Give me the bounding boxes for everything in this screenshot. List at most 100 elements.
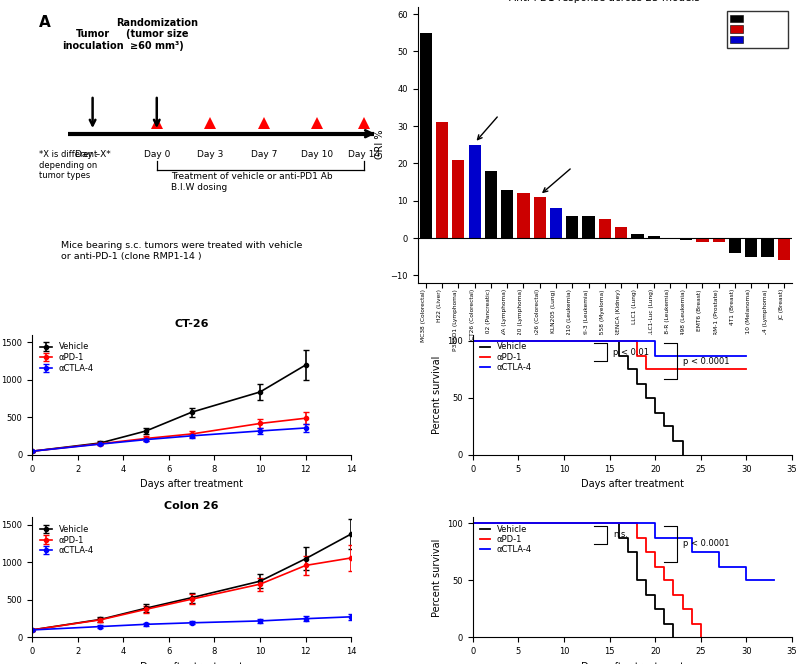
Line: αCTLA-4: αCTLA-4: [473, 523, 774, 580]
αCTLA-4: [650, 351, 660, 359]
αCTLA-4: [742, 351, 751, 359]
Legend: Vehicle, αPD-1, αCTLA-4: Vehicle, αPD-1, αCTLA-4: [36, 521, 97, 558]
Line: αCTLA-4: αCTLA-4: [473, 341, 746, 355]
Y-axis label: Percent survival: Percent survival: [432, 356, 442, 434]
αPD-1: [696, 633, 706, 641]
Vehicle: [642, 394, 651, 402]
Legend: Vehicle, αPD-1, αCTLA-4: Vehicle, αPD-1, αCTLA-4: [477, 521, 535, 558]
Text: Day –X*: Day –X*: [74, 150, 110, 159]
αCTLA-4: [733, 562, 742, 570]
Text: *X is different
depending on
tumor types: *X is different depending on tumor types: [39, 150, 98, 180]
Text: Mice bearing s.c. tumors were treated with vehicle
or anti-PD-1 (clone RMP1-14 ): Mice bearing s.c. tumors were treated wi…: [61, 241, 302, 261]
αPD-1: [468, 519, 478, 527]
Text: p < 0.0001: p < 0.0001: [683, 539, 730, 548]
αCTLA-4: [468, 519, 478, 527]
X-axis label: Days after treatment: Days after treatment: [140, 479, 243, 489]
Vehicle: [642, 591, 651, 599]
Vehicle: [623, 365, 633, 373]
Vehicle: [659, 422, 669, 430]
αPD-1: [623, 519, 633, 527]
Bar: [534, 197, 546, 238]
Line: αPD-1: αPD-1: [473, 341, 746, 369]
αCTLA-4: [468, 337, 478, 345]
Line: αPD-1: αPD-1: [473, 523, 701, 637]
Vehicle: [632, 576, 642, 584]
Vehicle: [605, 337, 614, 345]
Bar: [420, 33, 432, 238]
Bar: [485, 171, 497, 238]
Vehicle: [650, 605, 660, 613]
αPD-1: [632, 351, 642, 359]
Vehicle: [669, 633, 678, 641]
Bar: [631, 234, 643, 238]
Text: B: B: [388, 0, 399, 1]
X-axis label: Days after treatment: Days after treatment: [140, 662, 243, 664]
Bar: [762, 238, 774, 257]
αCTLA-4: [769, 576, 778, 584]
Vehicle: [678, 451, 687, 459]
αPD-1: [659, 576, 669, 584]
Bar: [746, 238, 758, 257]
Bar: [680, 238, 692, 240]
Vehicle: [650, 408, 660, 416]
αPD-1: [678, 605, 687, 613]
X-axis label: Days after treatment: Days after treatment: [581, 479, 684, 489]
Vehicle: [623, 548, 633, 556]
Bar: [550, 208, 562, 238]
αPD-1: [642, 548, 651, 556]
Title: Anti-PD1 response across 23 models: Anti-PD1 response across 23 models: [510, 0, 700, 3]
Text: p < 0.0001: p < 0.0001: [683, 357, 730, 366]
αPD-1: [468, 337, 478, 345]
Text: Day 3: Day 3: [197, 150, 223, 159]
αPD-1: [632, 534, 642, 542]
Text: Day 14: Day 14: [347, 150, 379, 159]
Text: Day 7: Day 7: [250, 150, 277, 159]
Bar: [647, 236, 660, 238]
αCTLA-4: [705, 548, 714, 556]
Bar: [713, 238, 725, 242]
X-axis label: Days after treatment: Days after treatment: [581, 662, 684, 664]
Title: CT-26: CT-26: [174, 319, 209, 329]
Bar: [518, 193, 530, 238]
Vehicle: [468, 337, 478, 345]
Bar: [696, 238, 709, 242]
αCTLA-4: [678, 534, 687, 542]
Legend: Vehicle, αPD-1, αCTLA-4: Vehicle, αPD-1, αCTLA-4: [36, 339, 97, 376]
Bar: [615, 227, 627, 238]
Vehicle: [669, 438, 678, 446]
αCTLA-4: [742, 576, 751, 584]
Title: Colon 26: Colon 26: [165, 501, 219, 511]
Text: Day 10: Day 10: [301, 150, 334, 159]
Bar: [566, 216, 578, 238]
Text: A: A: [39, 15, 51, 30]
Bar: [582, 216, 594, 238]
αCTLA-4: [642, 337, 651, 345]
Text: n.s.: n.s.: [613, 531, 628, 539]
αCTLA-4: [714, 562, 724, 570]
αPD-1: [650, 562, 660, 570]
Text: Tumor
inoculation: Tumor inoculation: [62, 29, 123, 51]
Text: Treatment of vehicle or anti-PD1 Ab
B.I.W dosing: Treatment of vehicle or anti-PD1 Ab B.I.…: [171, 173, 333, 192]
Vehicle: [659, 620, 669, 627]
Bar: [598, 219, 611, 238]
Bar: [469, 145, 481, 238]
Legend: C57BL/6, BALBc, DBA/2: C57BL/6, BALBc, DBA/2: [726, 11, 788, 48]
Vehicle: [468, 519, 478, 527]
Bar: [452, 159, 465, 238]
Vehicle: [605, 519, 614, 527]
Bar: [436, 122, 448, 238]
αCTLA-4: [650, 534, 660, 542]
Bar: [778, 238, 790, 260]
Vehicle: [614, 534, 623, 542]
Text: Randomization
(tumor size
≥60 mm³): Randomization (tumor size ≥60 mm³): [116, 18, 198, 51]
αPD-1: [669, 591, 678, 599]
αPD-1: [623, 337, 633, 345]
αPD-1: [742, 365, 751, 373]
αPD-1: [642, 365, 651, 373]
Legend: Vehicle, αPD-1, αCTLA-4: Vehicle, αPD-1, αCTLA-4: [477, 339, 535, 375]
Vehicle: [632, 380, 642, 388]
Vehicle: [614, 351, 623, 359]
αCTLA-4: [687, 548, 697, 556]
Text: p < 0.01: p < 0.01: [613, 348, 649, 357]
Text: Day 0: Day 0: [143, 150, 170, 159]
